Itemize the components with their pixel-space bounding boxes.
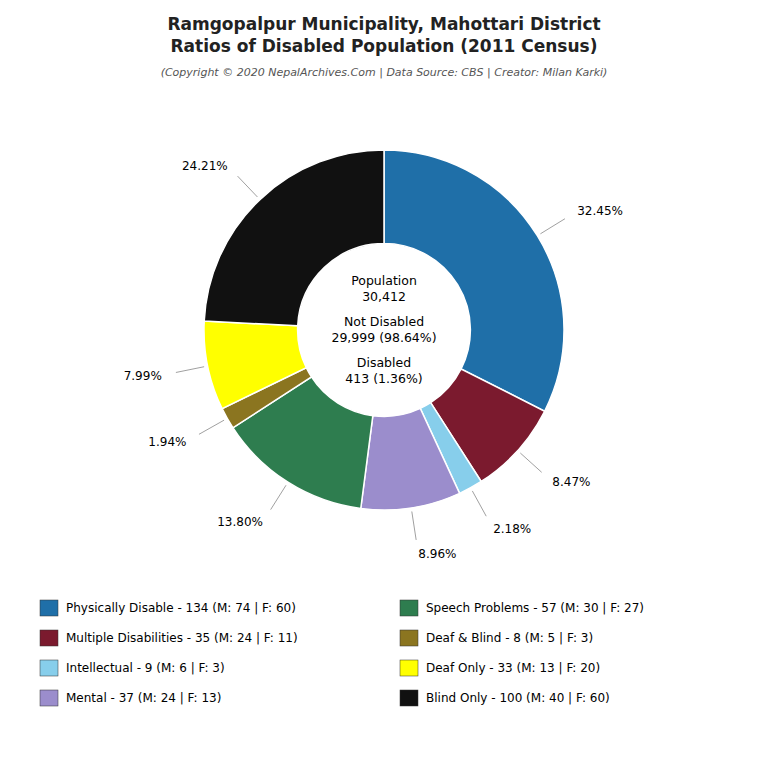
title: Ramgopalpur Municipality, Mahottari Dist…	[167, 14, 600, 34]
legend-entry: Blind Only - 100 (M: 40 | F: 60)	[426, 691, 610, 705]
subtitle: (Copyright © 2020 NepalArchives.Com | Da…	[161, 66, 608, 79]
center-text: 29,999 (98.64%)	[331, 330, 436, 345]
center-text: Not Disabled	[344, 314, 424, 329]
legend-swatch	[40, 600, 58, 616]
leader-line	[472, 491, 486, 516]
legend-swatch	[400, 690, 418, 706]
data-label: 32.45%	[577, 204, 623, 218]
legend-entry: Deaf Only - 33 (M: 13 | F: 20)	[426, 661, 600, 675]
center-text: Population	[351, 273, 417, 288]
center-text: 30,412	[362, 289, 406, 304]
legend-entry: Speech Problems - 57 (M: 30 | F: 27)	[426, 601, 644, 615]
center-text: Disabled	[357, 355, 411, 370]
legend-entry: Deaf & Blind - 8 (M: 5 | F: 3)	[426, 631, 593, 645]
data-label: 1.94%	[148, 435, 186, 449]
legend-swatch	[40, 690, 58, 706]
center-text: 413 (1.36%)	[345, 371, 422, 386]
title: Ratios of Disabled Population (2011 Cens…	[171, 36, 598, 56]
leader-line	[271, 485, 286, 509]
leader-line	[540, 219, 565, 234]
legend-entry: Intellectual - 9 (M: 6 | F: 3)	[66, 661, 225, 675]
data-label: 2.18%	[493, 522, 531, 536]
slice	[361, 408, 460, 510]
data-label: 24.21%	[182, 159, 228, 173]
legend-entry: Mental - 37 (M: 24 | F: 13)	[66, 691, 221, 705]
chart: Ramgopalpur Municipality, Mahottari Dist…	[0, 0, 768, 768]
leader-line	[238, 176, 258, 197]
legend-swatch	[400, 630, 418, 646]
slice	[204, 150, 384, 326]
legend-swatch	[400, 660, 418, 676]
leader-line	[176, 367, 204, 373]
data-label: 7.99%	[124, 369, 162, 383]
legend-swatch	[400, 600, 418, 616]
legend-entry: Multiple Disabilities - 35 (M: 24 | F: 1…	[66, 631, 298, 645]
legend-swatch	[40, 660, 58, 676]
legend-swatch	[40, 630, 58, 646]
donut: 32.45% 8.47% 2.18% 8.96% 13.80% 1.94% 7.99% 24.…	[124, 150, 623, 561]
leader-line	[199, 420, 224, 434]
data-label: 8.47%	[552, 475, 590, 489]
leader-line	[520, 453, 541, 472]
data-label: 8.96%	[418, 547, 456, 561]
slice	[204, 321, 306, 409]
leader-line	[412, 511, 416, 539]
legend-entry: Physically Disable - 134 (M: 74 | F: 60)	[66, 601, 296, 615]
legend: Physically Disable - 134 (M: 74 | F: 60)…	[40, 600, 644, 706]
data-label: 13.80%	[217, 515, 263, 529]
